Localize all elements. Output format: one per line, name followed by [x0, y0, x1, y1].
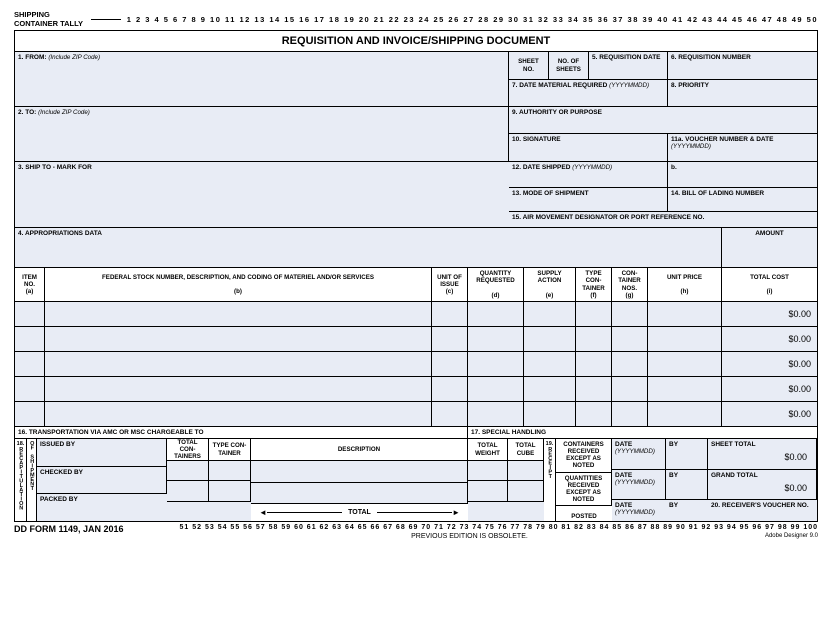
field-18: 18. RECAPITULATION	[15, 439, 27, 521]
top-block: 1. FROM: (Include ZIP Code) 2. TO: (Incl…	[15, 52, 817, 228]
field-19: 19. RECEIPT	[544, 439, 556, 521]
col-total-cube: TOTAL CUBE	[508, 439, 544, 461]
field-of-shipment: OF SHIPMENT	[27, 439, 37, 521]
obsolete-notice: PREVIOUS EDITION IS OBSOLETE.	[411, 533, 528, 540]
table-row[interactable]: $0.00	[15, 327, 817, 352]
col-total-cost: TOTAL COST(i)	[722, 268, 817, 302]
field-mode-shipment[interactable]: 13. MODE OF SHIPMENT	[509, 188, 668, 212]
col-type-container-2: TYPE CON- TAINER	[209, 439, 251, 461]
field-date-2[interactable]: DATE(YYYYMMDD)	[612, 470, 666, 501]
field-req-number[interactable]: 6. REQUISITION NUMBER	[668, 52, 817, 80]
col-unit-price: UNIT PRICE(h)	[648, 268, 722, 302]
form-title: REQUISITION AND INVOICE/SHIPPING DOCUMEN…	[15, 31, 817, 52]
field-containers-received: CONTAINERS RECEIVED EXCEPT AS NOTED	[556, 439, 612, 473]
field-to[interactable]: 2. TO: (Include ZIP Code)	[15, 107, 509, 162]
field-authority[interactable]: 9. AUTHORITY OR PURPOSE	[509, 107, 817, 134]
col-description: FEDERAL STOCK NUMBER, DESCRIPTION, AND C…	[45, 268, 432, 302]
total-arrow: ◄TOTAL►	[251, 504, 468, 521]
appropriations-row: 4. APPROPRIATIONS DATA AMOUNT	[15, 228, 817, 268]
field-receivers-voucher[interactable]: 20. RECEIVER'S VOUCHER NO.	[708, 500, 817, 521]
field-special-handling[interactable]: 17. SPECIAL HANDLING	[468, 427, 817, 439]
table-row[interactable]: $0.00	[15, 302, 817, 327]
field-signature[interactable]: 10. SIGNATURE	[509, 134, 668, 162]
adobe-designer: Adobe Designer 9.0	[765, 533, 818, 540]
bottom-block: 18. RECAPITULATION OF SHIPMENT ISSUED BY…	[15, 439, 817, 521]
field-date-material[interactable]: 7. DATE MATERIAL REQUIRED (YYYYMMDD)	[509, 80, 668, 107]
table-row[interactable]: $0.00	[15, 352, 817, 377]
col-total-weight: TOTAL WEIGHT	[468, 439, 508, 461]
col-description-2: DESCRIPTION	[251, 439, 468, 461]
field-sheet-total[interactable]: SHEET TOTAL $0.00	[708, 439, 817, 470]
field-quantities-received: QUANTITIES RECEIVED EXCEPT AS NOTED	[556, 473, 612, 507]
tally-line	[91, 19, 121, 20]
transport-handling-row: 16. TRANSPORTATION VIA AMC OR MSC CHARGE…	[15, 427, 817, 439]
field-priority[interactable]: 8. PRIORITY	[668, 80, 817, 107]
field-sheet-no[interactable]: SHEET NO.	[509, 52, 549, 80]
tally-top-numbers: 1 2 3 4 5 6 7 8 9 10 11 12 13 14 15 16 1…	[127, 15, 818, 24]
field-transportation[interactable]: 16. TRANSPORTATION VIA AMC OR MSC CHARGE…	[15, 427, 468, 439]
col-supply-action: SUPPLY ACTION(e)	[524, 268, 576, 302]
col-unit-issue: UNIT OF ISSUE(c)	[432, 268, 468, 302]
field-by-2[interactable]: BY	[666, 470, 708, 501]
form-main: REQUISITION AND INVOICE/SHIPPING DOCUMEN…	[14, 30, 818, 522]
field-by-1[interactable]: BY	[666, 439, 708, 470]
field-11b[interactable]: b.	[668, 162, 817, 188]
dd-form-1149: SHIPPING CONTAINER TALLY 1 2 3 4 5 6 7 8…	[0, 0, 832, 550]
field-air-movement[interactable]: 15. AIR MOVEMENT DESIGNATOR OR PORT REFE…	[509, 212, 817, 228]
field-date-shipped[interactable]: 12. DATE SHIPPED (YYYYMMDD)	[509, 162, 668, 188]
table-row[interactable]: $0.00	[15, 402, 817, 427]
field-req-date[interactable]: 5. REQUISITION DATE	[589, 52, 668, 80]
form-footer-2: PREVIOUS EDITION IS OBSOLETE. Adobe Desi…	[14, 533, 818, 540]
form-number: DD FORM 1149, JAN 2016	[14, 524, 124, 534]
tally-top: SHIPPING CONTAINER TALLY 1 2 3 4 5 6 7 8…	[14, 10, 818, 28]
field-by-3[interactable]: BY	[666, 500, 708, 521]
field-packed-by[interactable]: PACKED BY	[37, 494, 167, 521]
col-total-containers: TOTAL CON- TAINERS	[167, 439, 209, 461]
col-item-no: ITEM NO.(a)	[15, 268, 45, 302]
field-amount-label[interactable]: AMOUNT	[722, 228, 817, 268]
field-from[interactable]: 1. FROM: (Include ZIP Code)	[15, 52, 509, 107]
field-no-of-sheets[interactable]: NO. OF SHEETS	[549, 52, 589, 80]
tally-label: SHIPPING CONTAINER TALLY	[14, 10, 87, 28]
field-appropriations[interactable]: 4. APPROPRIATIONS DATA	[15, 228, 722, 268]
field-date-1[interactable]: DATE(YYYYMMDD)	[612, 439, 666, 470]
col-type-container: TYPE CON- TAINER(f)	[576, 268, 612, 302]
field-shipto[interactable]: 3. SHIP TO - MARK FOR	[15, 162, 509, 228]
col-qty-requested: QUANTITY REQUESTED(d)	[468, 268, 524, 302]
field-date-3[interactable]: DATE(YYYYMMDD)	[612, 500, 666, 521]
field-grand-total[interactable]: GRAND TOTAL $0.00	[708, 470, 817, 501]
field-issued-by[interactable]: ISSUED BY	[37, 439, 167, 467]
table-row[interactable]: $0.00	[15, 377, 817, 402]
col-container-nos: CON- TAINER NOS.(g)	[612, 268, 648, 302]
field-voucher[interactable]: 11a. VOUCHER NUMBER & DATE (YYYYMMDD)	[668, 134, 817, 162]
field-bill-lading[interactable]: 14. BILL OF LADING NUMBER	[668, 188, 817, 212]
field-checked-by[interactable]: CHECKED BY	[37, 467, 167, 495]
item-table-header: ITEM NO.(a) FEDERAL STOCK NUMBER, DESCRI…	[15, 268, 817, 302]
